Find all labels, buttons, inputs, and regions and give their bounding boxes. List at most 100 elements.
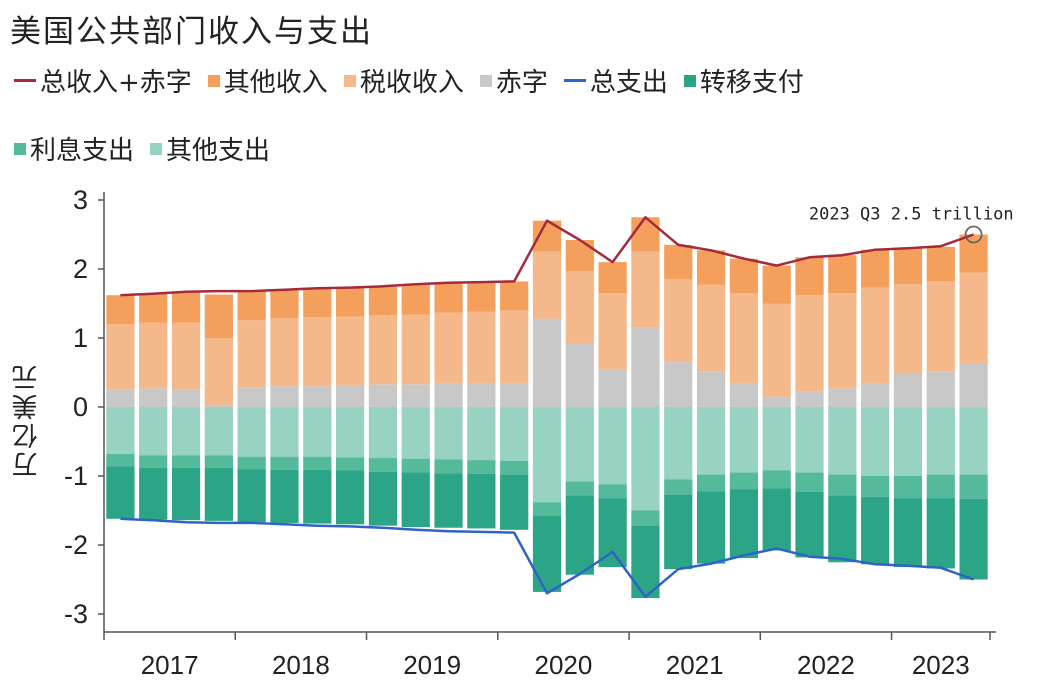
bar-other_rev-2022Q3: [828, 255, 857, 294]
bar-other_exp-2017Q1: [106, 407, 135, 454]
bar-other_exp-2023Q2: [926, 407, 955, 475]
bar-transfer-2018Q4: [336, 470, 365, 525]
line-total_exp: [120, 517, 975, 599]
bar-tax_rev-2017Q2: [139, 322, 168, 389]
annotation-marker: [964, 225, 983, 244]
bar-transfer-2023Q1: [893, 498, 923, 568]
bar-other_rev-2021Q1: [631, 217, 660, 252]
bar-other_exp-2017Q3: [171, 407, 201, 456]
bar-transfer-2020Q1: [500, 474, 529, 530]
legend-total-revenue-deficit: 总收入+赤字: [14, 62, 192, 99]
bar-interest-2018Q3: [303, 456, 332, 470]
bar-other_exp-2020Q1: [500, 407, 529, 461]
bar-other_rev-2021Q4: [729, 258, 758, 294]
annotation-label: 2023 Q3 2.5 trillion: [809, 205, 1014, 225]
bar-other_rev-2023Q1: [893, 248, 923, 285]
bar-tax_rev-2023Q2: [926, 281, 955, 372]
bar-interest-2019Q3: [434, 459, 463, 474]
bar-deficit-2017Q4: [204, 404, 233, 407]
bar-other_rev-2019Q2: [401, 284, 430, 315]
bar-deficit-2020Q4: [598, 369, 627, 407]
bar-deficit-2018Q1: [237, 387, 266, 407]
bar-other_rev-2018Q3: [303, 288, 332, 318]
bar-other_rev-2019Q1: [368, 286, 398, 316]
bar-transfer-2020Q2: [532, 516, 562, 592]
legend-total-expenditure: 总支出: [563, 62, 668, 99]
bar-deficit-2020Q2: [532, 318, 562, 407]
bar-tax_rev-2023Q1: [893, 284, 923, 374]
bar-transfer-2018Q1: [237, 469, 266, 523]
bar-interest-2019Q2: [401, 458, 430, 473]
x-tick-label-2020: 2020: [534, 650, 592, 680]
bar-other_exp-2023Q1: [893, 407, 923, 476]
x-tick-label-2019: 2019: [403, 650, 461, 680]
bar-other_rev-2022Q2: [795, 257, 824, 296]
bar-interest-2021Q2: [664, 479, 693, 495]
bar-other_exp-2022Q4: [861, 407, 890, 476]
legend-interest-expenditure: 利息支出: [14, 130, 134, 167]
bar-transfer-2017Q2: [139, 467, 168, 520]
bar-other_rev-2017Q1: [106, 295, 135, 325]
bar-tax_rev-2018Q3: [303, 317, 332, 387]
bar-other_rev-2018Q4: [336, 287, 365, 317]
bar-other_exp-2021Q2: [664, 407, 693, 480]
bar-other_exp-2018Q3: [303, 407, 332, 457]
legend-tax-revenue: 税收收入: [343, 62, 464, 99]
bar-other_exp-2019Q3: [434, 407, 463, 460]
bar-other_rev-2022Q4: [861, 249, 890, 288]
x-tick-label-2017: 2017: [141, 650, 199, 680]
bar-tax_rev-2020Q4: [598, 293, 627, 370]
bar-other_exp-2023Q3: [959, 407, 988, 475]
bar-other_rev-2017Q3: [171, 291, 201, 323]
bar-tax_rev-2023Q3: [959, 272, 988, 364]
bar-transfer-2020Q3: [565, 495, 594, 575]
chart-title: 美国公共部门收入与支出: [10, 14, 373, 50]
bar-tax_rev-2019Q3: [434, 312, 463, 383]
bar-interest-2020Q1: [500, 460, 529, 475]
legend-deficit-label: 赤字: [495, 68, 548, 98]
bar-transfer-2021Q2: [664, 494, 693, 570]
legend-tax-revenue-swatch: [343, 74, 356, 87]
bar-interest-2021Q1: [631, 510, 660, 526]
bar-tax_rev-2019Q1: [368, 315, 398, 385]
bar-transfer-2021Q3: [696, 491, 726, 564]
bar-transfer-2023Q3: [959, 498, 988, 580]
y-tick-label--3: -3: [64, 599, 88, 629]
bar-interest-2021Q3: [696, 474, 726, 492]
bar-transfer-2017Q4: [204, 467, 233, 521]
bar-other_rev-2023Q2: [926, 246, 955, 282]
bar-other_exp-2020Q4: [598, 407, 627, 485]
bar-tax_rev-2020Q3: [565, 271, 594, 344]
bar-deficit-2018Q2: [270, 386, 299, 407]
legend-total-revenue-deficit-swatch: [14, 79, 36, 82]
bar-deficit-2017Q2: [139, 388, 168, 407]
bar-transfer-2017Q1: [106, 466, 135, 519]
legend-total-expenditure-swatch: [563, 79, 586, 82]
bar-other_rev-2017Q4: [204, 294, 233, 338]
bar-interest-2017Q1: [106, 453, 135, 467]
x-tick-label-2022: 2022: [797, 650, 855, 680]
bar-other_rev-2020Q4: [598, 262, 627, 294]
bar-deficit-2019Q3: [434, 382, 463, 407]
bar-deficit-2020Q3: [565, 343, 594, 407]
legend-other-revenue-swatch: [207, 74, 220, 87]
bar-transfer-2022Q3: [828, 495, 857, 563]
bar-tax_rev-2018Q2: [270, 317, 299, 387]
bar-tax_rev-2017Q1: [106, 324, 135, 390]
bar-interest-2017Q3: [171, 455, 201, 468]
bar-transfer-2017Q3: [171, 467, 201, 521]
bar-deficit-2021Q2: [664, 362, 693, 407]
bar-tax_rev-2021Q1: [631, 251, 660, 328]
bar-interest-2020Q3: [565, 481, 594, 496]
bar-interest-2023Q3: [959, 474, 988, 499]
bar-tax_rev-2017Q4: [204, 338, 233, 405]
bar-other_exp-2022Q1: [762, 407, 791, 471]
legend-deficit-swatch: [479, 74, 492, 87]
bar-tax_rev-2018Q4: [336, 316, 365, 385]
bar-other_exp-2021Q1: [631, 407, 660, 511]
bar-other_exp-2018Q4: [336, 407, 365, 458]
bar-transfer-2023Q2: [926, 498, 955, 569]
bar-other_exp-2019Q2: [401, 407, 430, 459]
y-tick-label--2: -2: [64, 530, 88, 560]
